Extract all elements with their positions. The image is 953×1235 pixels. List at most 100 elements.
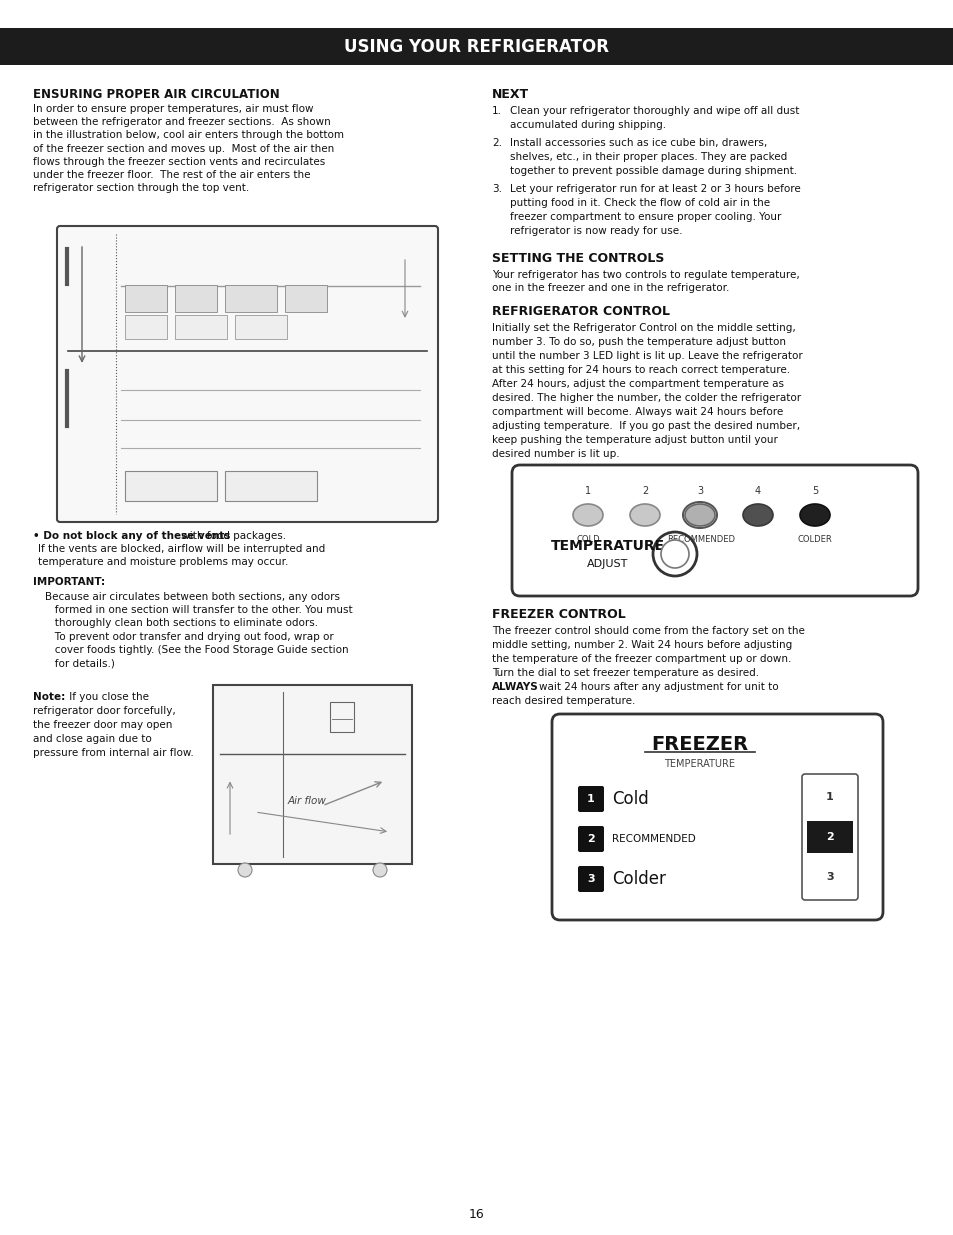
Text: with food packages.: with food packages. — [178, 531, 286, 541]
Text: 3: 3 — [697, 487, 702, 496]
Text: desired. The higher the number, the colder the refrigerator: desired. The higher the number, the cold… — [492, 393, 801, 403]
Circle shape — [652, 532, 697, 576]
FancyBboxPatch shape — [225, 472, 317, 501]
Ellipse shape — [629, 504, 659, 526]
Text: Cold: Cold — [612, 790, 648, 808]
Ellipse shape — [800, 504, 829, 526]
FancyBboxPatch shape — [125, 285, 167, 312]
Text: 3: 3 — [587, 874, 594, 884]
Text: After 24 hours, adjust the compartment temperature as: After 24 hours, adjust the compartment t… — [492, 379, 783, 389]
Text: 4: 4 — [754, 487, 760, 496]
Text: In order to ensure proper temperatures, air must flow
between the refrigerator a: In order to ensure proper temperatures, … — [33, 104, 344, 193]
Text: 16: 16 — [469, 1209, 484, 1221]
FancyBboxPatch shape — [578, 785, 603, 811]
Text: RECOMMENDED: RECOMMENDED — [666, 535, 734, 543]
Text: ALWAYS: ALWAYS — [492, 682, 538, 692]
Text: 1: 1 — [586, 794, 595, 804]
FancyBboxPatch shape — [175, 315, 227, 338]
Text: keep pushing the temperature adjust button until your: keep pushing the temperature adjust butt… — [492, 435, 777, 445]
Text: Colder: Colder — [612, 869, 665, 888]
FancyBboxPatch shape — [801, 774, 857, 900]
Text: freezer compartment to ensure proper cooling. Your: freezer compartment to ensure proper coo… — [510, 212, 781, 222]
Text: 1.: 1. — [492, 106, 501, 116]
Text: FREEZER CONTROL: FREEZER CONTROL — [492, 608, 625, 621]
Text: Clean your refrigerator thoroughly and wipe off all dust: Clean your refrigerator thoroughly and w… — [510, 106, 799, 116]
Text: Initially set the Refrigerator Control on the middle setting,: Initially set the Refrigerator Control o… — [492, 324, 795, 333]
Text: temperature and moisture problems may occur.: temperature and moisture problems may oc… — [38, 557, 288, 567]
Text: Note:: Note: — [33, 692, 65, 701]
FancyBboxPatch shape — [213, 685, 412, 864]
Text: NEXT: NEXT — [492, 88, 529, 101]
Text: USING YOUR REFRIGERATOR: USING YOUR REFRIGERATOR — [344, 37, 609, 56]
Text: 2: 2 — [586, 834, 595, 844]
Ellipse shape — [684, 504, 714, 526]
Text: until the number 3 LED light is lit up. Leave the refrigerator: until the number 3 LED light is lit up. … — [492, 351, 801, 361]
Text: Because air circulates between both sections, any odors
   formed in one section: Because air circulates between both sect… — [45, 592, 353, 668]
Text: the temperature of the freezer compartment up or down.: the temperature of the freezer compartme… — [492, 655, 791, 664]
Text: SETTING THE CONTROLS: SETTING THE CONTROLS — [492, 252, 663, 266]
Text: If you close the: If you close the — [66, 692, 149, 701]
Text: ENSURING PROPER AIR CIRCULATION: ENSURING PROPER AIR CIRCULATION — [33, 88, 279, 101]
Text: ADJUST: ADJUST — [587, 559, 628, 569]
Text: 2.: 2. — [492, 138, 501, 148]
Text: If the vents are blocked, airflow will be interrupted and: If the vents are blocked, airflow will b… — [38, 543, 325, 555]
Text: Turn the dial to set freezer temperature as desired.: Turn the dial to set freezer temperature… — [492, 668, 759, 678]
Text: refrigerator is now ready for use.: refrigerator is now ready for use. — [510, 226, 681, 236]
Text: Install accessories such as ice cube bin, drawers,: Install accessories such as ice cube bin… — [510, 138, 766, 148]
Text: reach desired temperature.: reach desired temperature. — [492, 697, 635, 706]
Text: IMPORTANT:: IMPORTANT: — [33, 577, 105, 587]
Text: 3.: 3. — [492, 184, 501, 194]
Ellipse shape — [573, 504, 602, 526]
Text: 3: 3 — [825, 872, 833, 882]
Text: COLDER: COLDER — [797, 535, 832, 543]
Text: refrigerator door forcefully,: refrigerator door forcefully, — [33, 706, 175, 716]
FancyBboxPatch shape — [552, 714, 882, 920]
Text: REFRIGERATOR CONTROL: REFRIGERATOR CONTROL — [492, 305, 669, 317]
FancyBboxPatch shape — [175, 285, 217, 312]
FancyBboxPatch shape — [235, 315, 287, 338]
Text: Air flow: Air flow — [287, 795, 326, 805]
Text: 2: 2 — [641, 487, 647, 496]
Text: 2: 2 — [825, 832, 833, 842]
FancyBboxPatch shape — [125, 472, 217, 501]
Text: • Do not block any of these vents: • Do not block any of these vents — [33, 531, 230, 541]
Text: Let your refrigerator run for at least 2 or 3 hours before: Let your refrigerator run for at least 2… — [510, 184, 800, 194]
Text: FREEZER: FREEZER — [651, 735, 748, 753]
Text: number 3. To do so, push the temperature adjust button: number 3. To do so, push the temperature… — [492, 337, 785, 347]
Text: together to prevent possible damage during shipment.: together to prevent possible damage duri… — [510, 165, 797, 177]
FancyBboxPatch shape — [57, 226, 437, 522]
Text: TEMPERATURE: TEMPERATURE — [664, 760, 735, 769]
FancyBboxPatch shape — [125, 315, 167, 338]
Text: middle setting, number 2. Wait 24 hours before adjusting: middle setting, number 2. Wait 24 hours … — [492, 640, 791, 650]
Text: the freezer door may open: the freezer door may open — [33, 720, 172, 730]
Text: COLD: COLD — [576, 535, 599, 543]
Bar — [330, 701, 354, 732]
Text: 1: 1 — [825, 792, 833, 802]
Text: pressure from internal air flow.: pressure from internal air flow. — [33, 748, 193, 758]
Text: The freezer control should come from the factory set on the: The freezer control should come from the… — [492, 626, 804, 636]
FancyBboxPatch shape — [285, 285, 327, 312]
Text: at this setting for 24 hours to reach correct temperature.: at this setting for 24 hours to reach co… — [492, 366, 789, 375]
Bar — [806, 821, 852, 853]
FancyBboxPatch shape — [578, 866, 603, 892]
Ellipse shape — [742, 504, 772, 526]
Text: desired number is lit up.: desired number is lit up. — [492, 450, 619, 459]
Circle shape — [237, 863, 252, 877]
Text: putting food in it. Check the flow of cold air in the: putting food in it. Check the flow of co… — [510, 198, 769, 207]
Text: and close again due to: and close again due to — [33, 734, 152, 743]
FancyBboxPatch shape — [578, 826, 603, 852]
Text: TEMPERATURE: TEMPERATURE — [551, 538, 664, 553]
FancyBboxPatch shape — [512, 466, 917, 597]
Text: adjusting temperature.  If you go past the desired number,: adjusting temperature. If you go past th… — [492, 421, 800, 431]
Text: shelves, etc., in their proper places. They are packed: shelves, etc., in their proper places. T… — [510, 152, 786, 162]
Circle shape — [373, 863, 387, 877]
Text: compartment will become. Always wait 24 hours before: compartment will become. Always wait 24 … — [492, 408, 782, 417]
Text: 1: 1 — [584, 487, 591, 496]
Text: RECOMMENDED: RECOMMENDED — [612, 834, 695, 844]
Bar — [0, 28, 953, 65]
Text: 5: 5 — [811, 487, 818, 496]
Circle shape — [660, 540, 688, 568]
FancyBboxPatch shape — [225, 285, 277, 312]
Text: wait 24 hours after any adjustment for unit to: wait 24 hours after any adjustment for u… — [538, 682, 778, 692]
Text: Your refrigerator has two controls to regulate temperature,
one in the freezer a: Your refrigerator has two controls to re… — [492, 270, 799, 293]
